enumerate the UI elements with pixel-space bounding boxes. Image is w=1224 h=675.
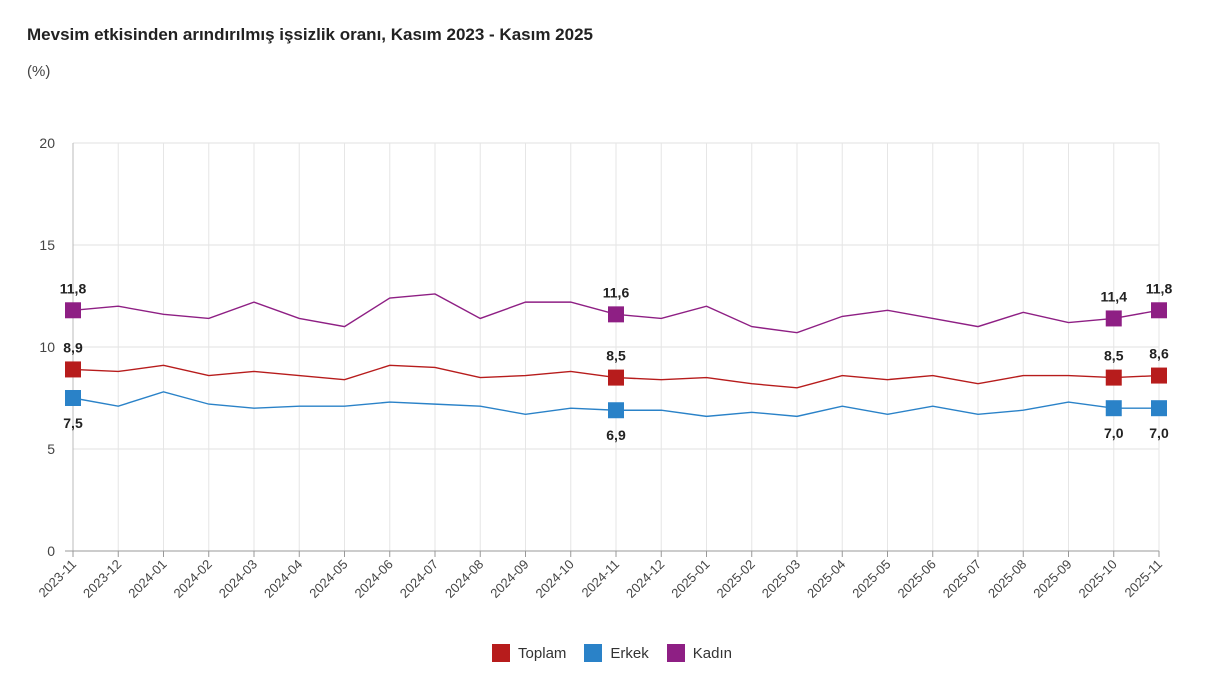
data-marker: [1105, 310, 1122, 327]
legend-label: Erkek: [610, 644, 649, 662]
x-tick-label: 2025-06: [895, 557, 939, 601]
x-tick-label: 2025-04: [804, 557, 848, 601]
y-tick-label: 0: [47, 543, 55, 559]
legend-item-Toplam[interactable]: Toplam: [492, 644, 566, 662]
x-tick-label: 2025-10: [1076, 557, 1120, 601]
x-tick-label: 2024-02: [171, 557, 215, 601]
legend-swatch: [666, 644, 685, 662]
data-marker: [1151, 367, 1167, 384]
chart-title: Mevsim etkisinden arındırılmış işsizlik …: [27, 25, 593, 44]
data-marker: [65, 390, 81, 406]
data-marker: [1151, 302, 1167, 319]
x-tick-label: 2024-05: [306, 557, 350, 601]
x-tick-label: 2025-05: [849, 557, 893, 601]
y-axis-unit: (%): [27, 63, 51, 80]
data-label: 8,6: [1149, 346, 1169, 362]
x-tick-label: 2024-08: [442, 557, 486, 601]
x-tick-label: 2024-09: [487, 557, 531, 601]
legend-label: Kadın: [692, 644, 732, 662]
x-tick-label: 2025-09: [1030, 557, 1074, 601]
legend: Toplam Erkek Kadın: [0, 644, 1224, 662]
data-label: 11,4: [1101, 288, 1128, 304]
x-tick-label: 2024-04: [261, 557, 305, 601]
y-tick-label: 20: [39, 135, 55, 151]
x-tick-label: 2024-12: [623, 557, 667, 601]
y-tick-label: 10: [39, 339, 55, 355]
data-label: 11,6: [603, 284, 630, 300]
data-marker: [1151, 400, 1167, 417]
x-tick-label: 2023-12: [80, 557, 124, 601]
x-tick-label: 2024-11: [578, 557, 622, 601]
legend-swatch: [584, 644, 603, 662]
data-label: 7,0: [1149, 425, 1169, 441]
x-tick-label: 2024-07: [397, 557, 441, 601]
data-label: 7,5: [63, 415, 83, 431]
data-marker: [608, 306, 624, 323]
data-marker: [608, 369, 624, 386]
legend-item-Erkek[interactable]: Erkek: [584, 644, 649, 662]
y-tick-label: 15: [39, 237, 55, 253]
x-tick-label: 2024-06: [352, 557, 396, 601]
x-tick-label: 2024-03: [216, 557, 260, 601]
legend-swatch: [492, 644, 511, 662]
x-tick-label: 2025-02: [714, 557, 758, 601]
data-label: 8,9: [63, 339, 83, 355]
data-marker: [65, 361, 81, 378]
data-marker: [1105, 369, 1122, 386]
legend-label: Toplam: [518, 644, 567, 662]
data-label: 11,8: [1146, 280, 1173, 296]
data-marker: [608, 402, 624, 419]
data-label: 11,8: [60, 280, 87, 296]
x-tick-label: 2024-10: [533, 557, 577, 601]
x-tick-label: 2025-08: [985, 557, 1029, 601]
data-label: 7,0: [1104, 425, 1124, 441]
x-tick-label: 2023-11: [35, 557, 79, 601]
data-label: 8,5: [606, 348, 626, 364]
y-tick-label: 5: [47, 441, 55, 457]
data-marker: [65, 302, 81, 319]
x-tick-label: 2025-11: [1121, 557, 1165, 601]
x-tick-label: 2025-07: [940, 557, 984, 601]
x-tick-label: 2024-01: [125, 557, 169, 601]
x-tick-label: 2025-03: [759, 557, 803, 601]
data-label: 6,9: [606, 427, 626, 443]
data-marker: [1105, 400, 1122, 417]
x-tick-label: 2025-01: [668, 557, 712, 601]
data-label: 8,5: [1104, 348, 1124, 364]
legend-item-Kadın[interactable]: Kadın: [666, 644, 732, 662]
